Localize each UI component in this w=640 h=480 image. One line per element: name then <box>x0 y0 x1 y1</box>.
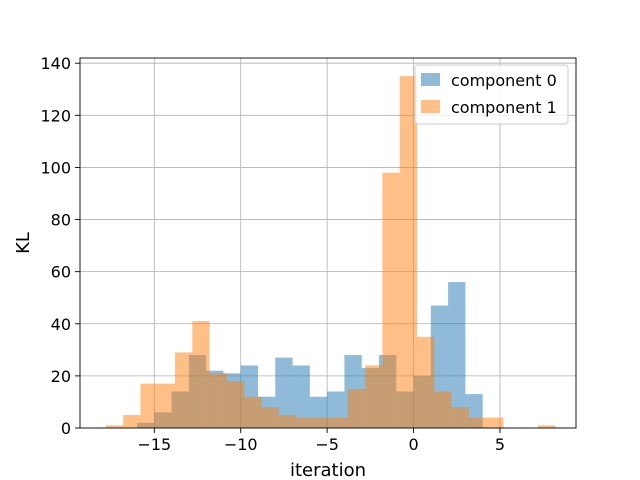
bar-component-1 <box>451 407 469 428</box>
bar-component-1 <box>296 417 314 428</box>
bar-component-1 <box>192 321 210 428</box>
x-tick-label: 0 <box>408 435 418 454</box>
bars <box>105 76 556 428</box>
bar-component-1 <box>209 373 227 428</box>
bar-component-0 <box>448 282 466 428</box>
bar-component-1 <box>313 417 331 428</box>
bar-component-0 <box>292 365 310 428</box>
bar-component-1 <box>105 425 124 428</box>
bar-component-1 <box>157 383 176 428</box>
y-tick-label: 20 <box>51 367 71 386</box>
y-axis-label: KL <box>13 232 34 254</box>
bar-component-1 <box>537 425 556 428</box>
bar-component-1 <box>123 414 141 428</box>
y-tick-label: 120 <box>40 106 71 125</box>
plot-frame <box>79 57 577 429</box>
bar-component-1 <box>261 407 279 428</box>
bar-component-1 <box>226 381 245 428</box>
x-axis-label: iteration <box>290 460 366 480</box>
y-tick-label: 80 <box>51 211 71 230</box>
legend-label-component-0: component 0 <box>451 71 557 90</box>
bar-component-1 <box>417 336 435 428</box>
bar-component-1 <box>347 388 366 428</box>
y-tick-label: 0 <box>61 419 71 438</box>
legend-swatch-component-0 <box>421 73 440 86</box>
bar-component-1 <box>399 76 418 428</box>
bar-component-1 <box>278 414 297 428</box>
bar-component-1 <box>486 417 504 428</box>
bar-component-1 <box>365 365 383 428</box>
x-tick-label: −10 <box>224 435 258 454</box>
x-tick-label: 5 <box>495 435 505 454</box>
x-tick-label: −15 <box>137 435 171 454</box>
bar-component-0 <box>275 357 293 428</box>
y-tick-label: 40 <box>51 315 71 334</box>
y-tick-label: 60 <box>51 263 71 282</box>
y-axis-ticks: 0 20 40 60 80 100 120 140 <box>40 54 80 438</box>
bar-component-1 <box>140 383 158 428</box>
bar-component-1 <box>330 417 348 428</box>
y-tick-label: 140 <box>40 54 71 73</box>
bar-component-1 <box>382 172 400 428</box>
bar-component-1 <box>175 352 193 428</box>
legend-label-component-1: component 1 <box>451 98 557 117</box>
y-tick-label: 100 <box>40 158 71 177</box>
bar-component-1 <box>244 396 262 428</box>
x-axis-ticks: −15 −10 −5 0 5 <box>137 428 505 454</box>
legend-box <box>414 64 569 125</box>
legend: component 0 component 1 <box>414 64 569 125</box>
bar-component-1 <box>434 391 452 428</box>
x-tick-label: −5 <box>315 435 339 454</box>
legend-swatch-component-1 <box>421 100 440 113</box>
bar-component-1 <box>468 417 487 428</box>
